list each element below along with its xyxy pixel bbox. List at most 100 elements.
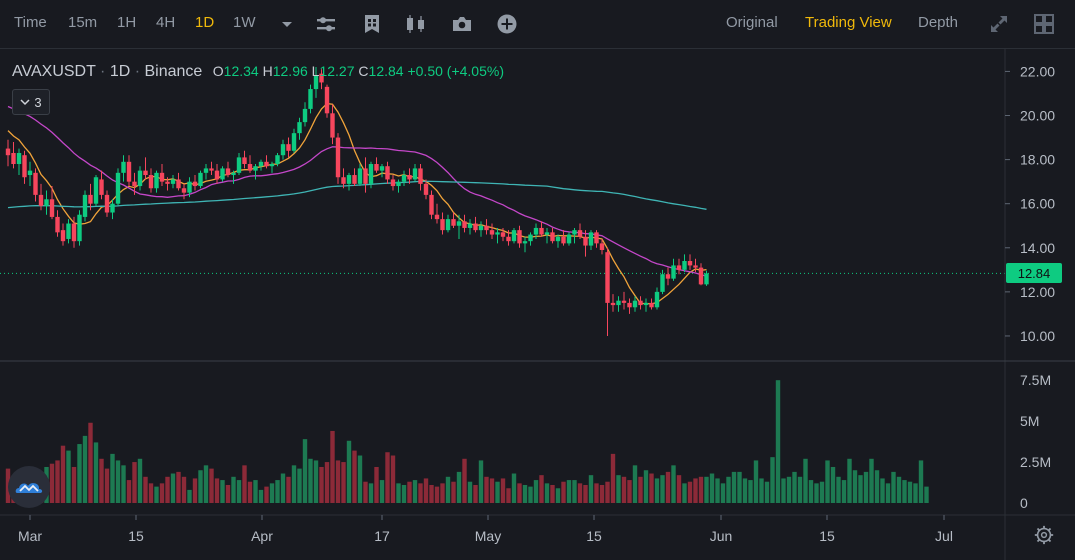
candle-body (401, 175, 407, 182)
candle-body (110, 203, 115, 213)
volume-bar (214, 478, 220, 503)
candle-body (594, 232, 599, 244)
volume-bar (632, 465, 638, 503)
candle-body (170, 179, 176, 184)
interval-1w[interactable]: 1W (233, 14, 256, 31)
volume-bar (902, 480, 907, 503)
time-tick-label: Jun (710, 528, 733, 544)
candle-body (539, 227, 544, 235)
volume-bar (434, 486, 440, 503)
price-tick-label: 16.00 (1020, 196, 1055, 212)
view-depth[interactable]: Depth (918, 14, 959, 31)
volume-bar (539, 475, 544, 503)
candle-body (77, 214, 82, 242)
volume-bar (456, 471, 462, 503)
volume-bar (588, 475, 594, 503)
view-trading-view[interactable]: Trading View (805, 14, 892, 31)
time-tick-label: 15 (128, 528, 144, 544)
ma-slow-line (7, 180, 707, 210)
candle-body (379, 166, 385, 171)
volume-bar (852, 470, 858, 503)
volume-bar (720, 483, 726, 503)
chevron-down-icon (20, 99, 30, 106)
settings-gear-icon[interactable] (1033, 524, 1055, 546)
volume-bar (550, 484, 555, 503)
volume-tick-label: 2.5M (1020, 454, 1051, 470)
fullscreen-icon[interactable] (987, 12, 1011, 36)
candle-body (126, 161, 132, 182)
interval-1h[interactable]: 1H (117, 14, 137, 31)
volume-bar (247, 481, 253, 503)
candle-body (165, 181, 170, 184)
add-icon[interactable] (495, 12, 519, 36)
candle-body (247, 164, 253, 171)
volume-bar (176, 471, 181, 503)
volume-bar (49, 463, 55, 503)
volume-bars (5, 380, 929, 503)
camera-icon[interactable] (450, 12, 474, 36)
volume-bar (209, 468, 214, 503)
volume-bar (440, 483, 445, 503)
volume-bar (324, 462, 330, 503)
volume-bar (918, 460, 924, 503)
candle-body (319, 73, 324, 83)
candle-body (187, 181, 192, 193)
interval-15m[interactable]: 15m (68, 14, 98, 31)
candle-body (269, 164, 275, 167)
candle-body (181, 188, 187, 193)
price-tick-label: 22.00 (1020, 63, 1055, 79)
candle-body (93, 177, 99, 204)
volume-bar (126, 480, 132, 503)
volume-bar (154, 486, 159, 503)
candle-body (104, 194, 110, 213)
indicator-toggle-button[interactable]: 3 (12, 89, 50, 115)
volume-bar (55, 460, 60, 503)
chevron-down-icon[interactable] (275, 12, 299, 36)
volume-bar (379, 480, 385, 503)
indicators-icon[interactable] (360, 12, 384, 36)
interval-4h[interactable]: 4H (156, 14, 176, 31)
interval-1d[interactable]: 1D (195, 14, 215, 31)
candle-body (566, 234, 572, 244)
volume-bar (231, 476, 236, 503)
candle-body (55, 216, 60, 233)
volume-bar (66, 450, 71, 503)
view-original[interactable]: Original (726, 14, 778, 31)
settings-sliders-icon[interactable] (314, 12, 338, 36)
candle-body (225, 168, 231, 176)
volume-bar (737, 471, 742, 503)
candle-body (264, 161, 269, 167)
volume-bar (577, 483, 583, 503)
candle-body (390, 179, 396, 187)
candle-body (148, 175, 154, 189)
volume-bar (445, 476, 451, 503)
volume-bar (423, 478, 429, 503)
candlestick-chart[interactable]: 22.00 20.00 18.00 16.00 14.00 12.00 10.00 7.5M 5… (0, 49, 1075, 560)
volume-bar (467, 481, 473, 503)
volume-bar (803, 458, 808, 503)
volume-bar (159, 483, 165, 503)
volume-bar (275, 480, 280, 503)
volume-bar (60, 445, 66, 503)
volume-bar (924, 486, 929, 503)
candle-body (11, 152, 16, 165)
candle-body (396, 181, 401, 187)
candle-body (522, 241, 528, 244)
candle-type-icon[interactable] (404, 12, 428, 36)
candle-body (643, 302, 649, 306)
candle-body (610, 302, 616, 306)
volume-bar (346, 440, 352, 503)
layout-grid-icon[interactable] (1032, 12, 1056, 36)
interval-time[interactable]: Time (14, 14, 47, 31)
chart-toolbar: Time 15m 1H 4H 1D 1W Original Trading Vi… (0, 0, 1075, 48)
candle-body (324, 86, 330, 114)
candle-body (687, 261, 693, 266)
tradingview-logo-icon[interactable] (8, 466, 50, 508)
ohlc-legend: AVAXUSDT · 1D · Binance O12.34 H12.96 L1… (12, 63, 504, 80)
candle-body (467, 223, 473, 228)
volume-bar (583, 484, 588, 503)
candle-body (616, 300, 621, 306)
candle-body (621, 300, 627, 303)
volume-bar (885, 483, 891, 503)
volume-bar (269, 483, 275, 503)
